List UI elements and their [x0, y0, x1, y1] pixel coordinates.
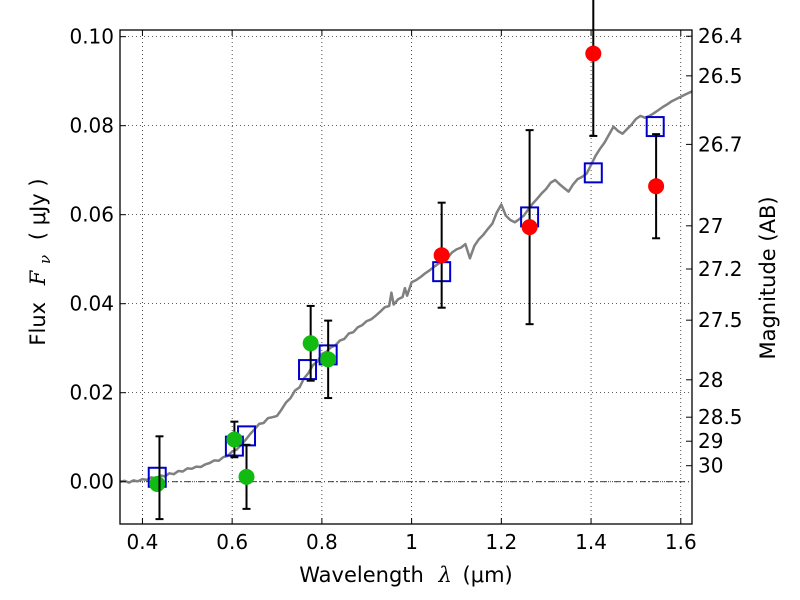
- x-tick-label: 1.4: [575, 530, 607, 554]
- observed-point: [585, 45, 602, 62]
- observed-point: [149, 475, 166, 492]
- y-tick-label: 0.02: [69, 381, 114, 405]
- y-tick-label: 0.04: [69, 292, 114, 316]
- observed-point: [226, 431, 243, 448]
- observed-point: [302, 335, 319, 352]
- y-axis-title: Flux F ν ( μJy ): [26, 178, 55, 345]
- y-tick-label: 0.06: [69, 203, 114, 227]
- y-tick-label: 0.00: [69, 470, 114, 494]
- model-photometry-square: [583, 162, 603, 184]
- model-spectrum-line: [120, 90, 692, 484]
- x-axis-title: Wavelength λ (μm): [299, 563, 512, 587]
- model-photometry-square: [298, 359, 318, 381]
- y2-tick-label: 29: [698, 429, 723, 453]
- data-layer: [120, 90, 692, 488]
- y2-axis-title: Magnitude (AB): [756, 196, 780, 359]
- observed-point: [521, 219, 538, 236]
- y2-tick-label: 28.5: [698, 405, 743, 429]
- x-tick-label: 1.2: [485, 530, 517, 554]
- x-tick-label: 1.6: [665, 530, 697, 554]
- y-axis-title-symbol: F: [26, 269, 50, 286]
- observed-point: [320, 351, 337, 368]
- x-tick-label: 0.4: [127, 530, 159, 554]
- plot-frame: [119, 29, 693, 525]
- observed-point: [648, 178, 665, 195]
- y2-tick-label: 28: [698, 368, 723, 392]
- observed-point: [433, 247, 450, 264]
- x-tick-label: 0.6: [216, 530, 248, 554]
- y2-tick-label: 27: [698, 214, 723, 238]
- y2-tick-label: 26.5: [698, 64, 743, 88]
- y-axis-title-subscript: ν: [36, 255, 54, 264]
- y-tick-label: 0.10: [69, 25, 114, 49]
- error-bars: [149, 0, 665, 521]
- y2-tick-label: 27.2: [698, 257, 743, 281]
- y-tick-label: 0.08: [69, 114, 114, 138]
- x-axis-title-prefix: Wavelength: [299, 563, 424, 587]
- x-axis-title-unit: (μm): [463, 563, 513, 587]
- y2-tick-label: 30: [698, 454, 723, 478]
- x-tick-label: 1: [405, 530, 418, 554]
- axis-ticks: 0.4 0.6 0.8 1 1.2 1.4 1.6 0.00 0.02 0.04 0.06 0.08 0…: [69, 24, 742, 554]
- observed-point: [238, 468, 255, 485]
- x-tick-label: 0.8: [306, 530, 338, 554]
- y2-tick-label: 26.7: [698, 132, 743, 156]
- grid: [120, 30, 692, 524]
- y2-tick-label: 26.4: [698, 24, 743, 48]
- x-axis-title-symbol: λ: [438, 563, 452, 587]
- y-axis-title-prefix: Flux: [26, 302, 50, 346]
- y2-tick-label: 27.5: [698, 308, 743, 332]
- y-axis-title-unit: ( μJy ): [26, 178, 50, 240]
